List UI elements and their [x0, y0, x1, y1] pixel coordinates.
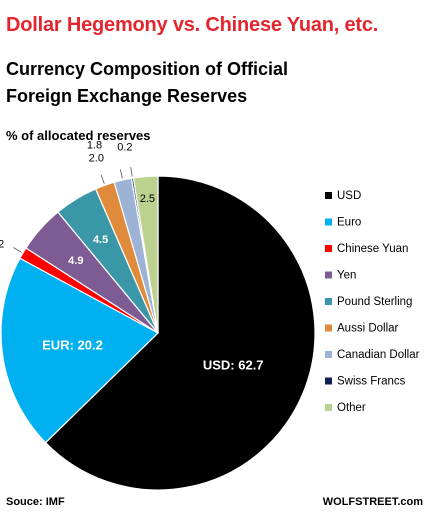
pie-data-labels: USD: 62.7 EUR: 20.2 1.2 4.9 4.5 2.0 1.8 0.2 2.5: [0, 139, 264, 372]
pie-slice-usd: [44, 175, 316, 491]
leader-line-canadian-dollar: [119, 169, 123, 179]
legend-label-canadian-dollar: Canadian Dollar: [337, 349, 420, 361]
legend-label-chinese-yuan: Chinese Yuan: [337, 243, 408, 255]
leader-line-aussi-dollar: [100, 174, 105, 184]
legend-swatch-pound-sterling: [325, 298, 332, 305]
leader-line-swiss-francs: [130, 167, 133, 177]
chart-title-line1: Currency Composition of Official: [6, 59, 289, 79]
legend-label-euro: Euro: [337, 217, 361, 229]
data-label-other: 2.5: [140, 193, 155, 205]
brand-credit: WOLFSTREET.com: [322, 496, 423, 508]
legend-label-usd: USD: [337, 190, 361, 202]
pie-slices: [0, 175, 316, 491]
data-label-usd: USD: 62.7: [203, 357, 264, 372]
legend-swatch-canadian-dollar: [325, 351, 332, 358]
chart-title-line2: Foreign Exchange Reserves: [6, 86, 248, 106]
legend-swatch-swiss-francs: [325, 377, 332, 385]
data-label-pound-sterling: 4.5: [93, 234, 108, 246]
legend-swatch-chinese-yuan: [325, 245, 332, 252]
data-label-euro: EUR: 20.2: [42, 337, 103, 352]
legend-label-other: Other: [337, 402, 366, 414]
legend-label-swiss-francs: Swiss Francs: [337, 376, 406, 388]
chart-subtitle: % of allocated reserves: [6, 128, 151, 143]
pie-leader-lines: [13, 167, 133, 253]
legend-swatch-aussi-dollar: [325, 324, 332, 332]
chart-title: Currency Composition of Official Foreign…: [6, 56, 288, 110]
legend-swatch-usd: [325, 192, 332, 199]
data-label-chinese-yuan: 1.2: [0, 238, 4, 250]
leader-line-chinese-yuan: [13, 247, 22, 253]
pie-slice-euro: [0, 257, 160, 444]
data-label-aussi-dollar: 2.0: [89, 153, 104, 165]
chart-legend: USD Euro Chinese Yuan Yen Pound Sterling Auss…: [325, 190, 420, 414]
legend-label-pound-sterling: Pound Sterling: [337, 296, 412, 308]
pie-slice-other: [132, 175, 159, 334]
legend-swatch-euro: [325, 218, 332, 226]
source-note: Souce: IMF: [6, 496, 65, 508]
headline: Dollar Hegemony vs. Chinese Yuan, etc.: [6, 14, 379, 36]
legend-swatch-yen: [325, 271, 332, 279]
data-label-yen: 4.9: [68, 255, 83, 267]
data-label-swiss-francs: 0.2: [117, 141, 132, 153]
legend-swatch-other: [325, 404, 332, 411]
legend-label-yen: Yen: [337, 270, 356, 282]
legend-label-aussi-dollar: Aussi Dollar: [337, 323, 399, 335]
data-label-canadian-dollar: 1.8: [87, 139, 102, 151]
